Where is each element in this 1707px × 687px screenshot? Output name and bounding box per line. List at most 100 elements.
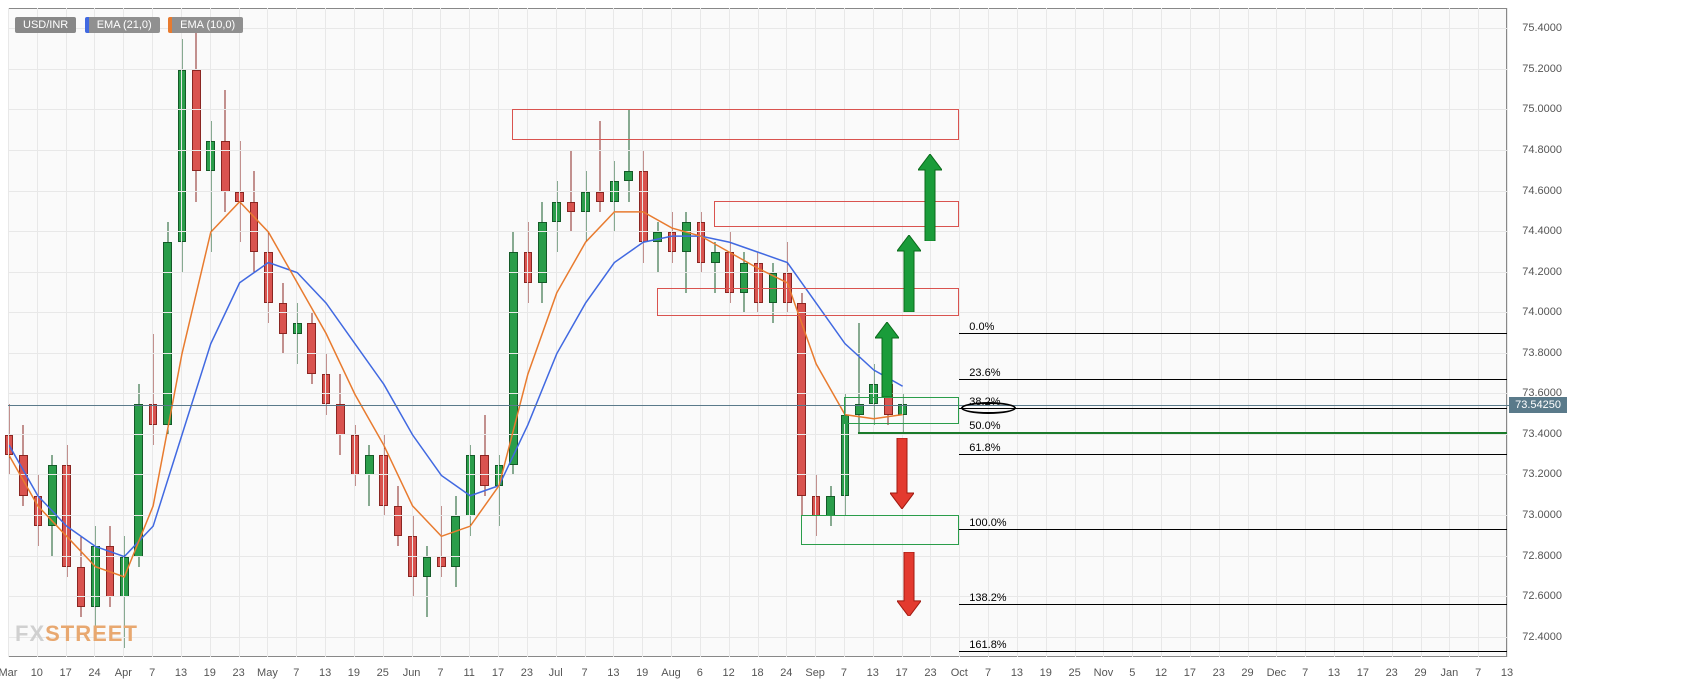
x-gridline bbox=[152, 8, 153, 657]
highlight-ellipse[interactable] bbox=[961, 402, 1016, 414]
candle[interactable] bbox=[62, 9, 71, 658]
x-tick-label: 5 bbox=[1129, 667, 1135, 679]
x-tick-label: Jan bbox=[1440, 667, 1458, 679]
x-tick-label: Jul bbox=[549, 667, 563, 679]
candle[interactable] bbox=[538, 9, 547, 658]
x-gridline bbox=[66, 8, 67, 657]
candle[interactable] bbox=[567, 9, 576, 658]
down-arrow-icon bbox=[890, 438, 914, 509]
x-gridline bbox=[815, 8, 816, 657]
legend-symbol: USD/INR bbox=[15, 17, 76, 33]
candle[interactable] bbox=[740, 9, 749, 658]
fib-level-line[interactable] bbox=[959, 333, 1507, 334]
x-tick-label: 13 bbox=[175, 667, 187, 679]
x-tick-label: 17 bbox=[60, 667, 72, 679]
candle[interactable] bbox=[279, 9, 288, 658]
x-gridline bbox=[498, 8, 499, 657]
candle[interactable] bbox=[5, 9, 14, 658]
x-tick-label: 25 bbox=[1068, 667, 1080, 679]
candle[interactable] bbox=[394, 9, 403, 658]
support-line[interactable] bbox=[858, 432, 1507, 434]
candle[interactable] bbox=[812, 9, 821, 658]
fib-level-line[interactable] bbox=[959, 651, 1507, 652]
x-gridline bbox=[296, 8, 297, 657]
x-gridline bbox=[556, 8, 557, 657]
x-tick-label: 23 bbox=[521, 667, 533, 679]
candle[interactable] bbox=[19, 9, 28, 658]
x-tick-label: Jun bbox=[403, 667, 421, 679]
candle[interactable] bbox=[221, 9, 230, 658]
x-tick-label: 7 bbox=[1475, 667, 1481, 679]
candle[interactable] bbox=[466, 9, 475, 658]
fib-level-line[interactable] bbox=[959, 408, 1507, 409]
x-gridline bbox=[930, 8, 931, 657]
candle[interactable] bbox=[250, 9, 259, 658]
fib-level-line[interactable] bbox=[959, 379, 1507, 380]
candle[interactable] bbox=[783, 9, 792, 658]
fib-level-line[interactable] bbox=[959, 529, 1507, 530]
y-tick-label: 73.4000 bbox=[1522, 428, 1562, 440]
y-tick-label: 74.8000 bbox=[1522, 144, 1562, 156]
x-gridline bbox=[354, 8, 355, 657]
candle[interactable] bbox=[624, 9, 633, 658]
candle[interactable] bbox=[365, 9, 374, 658]
x-gridline bbox=[440, 8, 441, 657]
candle[interactable] bbox=[408, 9, 417, 658]
x-gridline bbox=[585, 8, 586, 657]
x-gridline bbox=[671, 8, 672, 657]
x-tick-label: 12 bbox=[1155, 667, 1167, 679]
candle[interactable] bbox=[48, 9, 57, 658]
candle[interactable] bbox=[653, 9, 662, 658]
candle[interactable] bbox=[163, 9, 172, 658]
up-arrow-icon bbox=[875, 322, 899, 397]
candle[interactable] bbox=[769, 9, 778, 658]
x-gridline bbox=[642, 8, 643, 657]
candle[interactable] bbox=[423, 9, 432, 658]
x-tick-label: May bbox=[257, 667, 278, 679]
x-tick-label: 17 bbox=[896, 667, 908, 679]
y-tick-label: 74.6000 bbox=[1522, 185, 1562, 197]
candle[interactable] bbox=[797, 9, 806, 658]
candle[interactable] bbox=[34, 9, 43, 658]
x-tick-label: 13 bbox=[1011, 667, 1023, 679]
y-tick-label: 75.0000 bbox=[1522, 103, 1562, 115]
x-gridline bbox=[94, 8, 95, 657]
chart-container: USD/INR EMA (21,0) EMA (10,0) FXSTREET 7… bbox=[0, 0, 1707, 687]
current-price-label: 73.54250 bbox=[1509, 397, 1567, 413]
legend-ema21: EMA (21,0) bbox=[85, 17, 160, 33]
candle[interactable] bbox=[192, 9, 201, 658]
candle[interactable] bbox=[682, 9, 691, 658]
x-tick-label: 12 bbox=[723, 667, 735, 679]
x-tick-label: 7 bbox=[149, 667, 155, 679]
candle[interactable] bbox=[855, 9, 864, 658]
candle[interactable] bbox=[711, 9, 720, 658]
candle[interactable] bbox=[596, 9, 605, 658]
x-tick-label: 6 bbox=[697, 667, 703, 679]
x-tick-label: 7 bbox=[293, 667, 299, 679]
fib-level-label: 61.8% bbox=[969, 442, 1000, 454]
candle[interactable] bbox=[106, 9, 115, 658]
annotation-zone-box[interactable] bbox=[844, 397, 959, 423]
legend-ema10: EMA (10,0) bbox=[168, 17, 243, 33]
candle[interactable] bbox=[509, 9, 518, 658]
x-gridline bbox=[412, 8, 413, 657]
candle[interactable] bbox=[451, 9, 460, 658]
annotation-zone-box[interactable] bbox=[512, 109, 959, 139]
x-tick-label: 25 bbox=[377, 667, 389, 679]
annotation-zone-box[interactable] bbox=[801, 515, 960, 545]
candle[interactable] bbox=[480, 9, 489, 658]
candle[interactable] bbox=[77, 9, 86, 658]
candle[interactable] bbox=[826, 9, 835, 658]
candle[interactable] bbox=[841, 9, 850, 658]
fib-level-label: 100.0% bbox=[969, 517, 1006, 529]
fib-level-line[interactable] bbox=[959, 604, 1507, 605]
candle[interactable] bbox=[91, 9, 100, 658]
candle[interactable] bbox=[437, 9, 446, 658]
candle[interactable] bbox=[307, 9, 316, 658]
current-price-line bbox=[8, 405, 1567, 406]
candle[interactable] bbox=[336, 9, 345, 658]
candle[interactable] bbox=[134, 9, 143, 658]
y-tick-label: 73.0000 bbox=[1522, 509, 1562, 521]
fib-level-line[interactable] bbox=[959, 454, 1507, 455]
x-tick-label: Mar bbox=[0, 667, 17, 679]
